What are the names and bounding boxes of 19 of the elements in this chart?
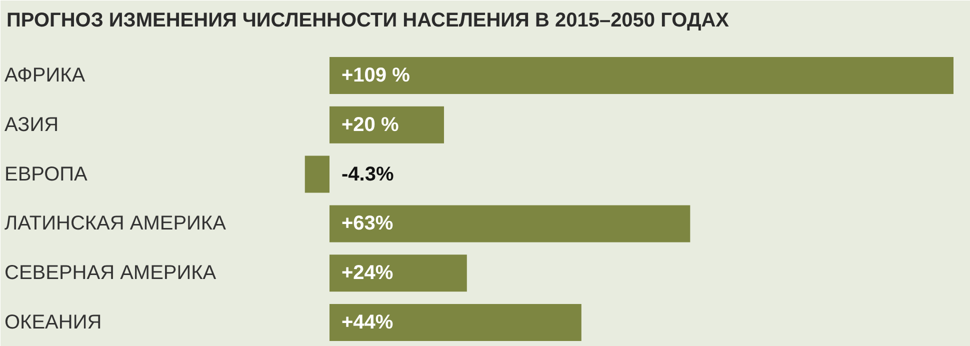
- data-label: +20 %: [342, 114, 399, 136]
- y-tick-label: СЕВЕРНАЯ АМЕРИКА: [4, 262, 217, 284]
- y-tick-label: АЗИЯ: [4, 114, 59, 136]
- data-label: +63%: [342, 212, 394, 235]
- data-label: +44%: [342, 312, 394, 334]
- data-label: -4.3%: [342, 163, 394, 186]
- bar: [330, 57, 954, 94]
- data-label: +109 %: [342, 64, 410, 86]
- y-tick-label: ОКЕАНИЯ: [4, 312, 102, 334]
- data-label: +24%: [342, 262, 394, 284]
- bar: [330, 304, 582, 341]
- bar: [304, 156, 330, 193]
- y-tick-label: АФРИКА: [4, 64, 86, 86]
- y-tick-label: ЛАТИНСКАЯ АМЕРИКА: [4, 212, 227, 235]
- bar: [330, 106, 444, 144]
- bar: [330, 254, 467, 292]
- y-tick-label: ЕВРОПА: [4, 163, 88, 186]
- bar: [330, 205, 690, 242]
- chart-title: ПРОГНОЗ ИЗМЕНЕНИЯ ЧИСЛЕННОСТИ НАСЕЛЕНИЯ В 2015–2050 ГОДАХ: [6, 10, 730, 32]
